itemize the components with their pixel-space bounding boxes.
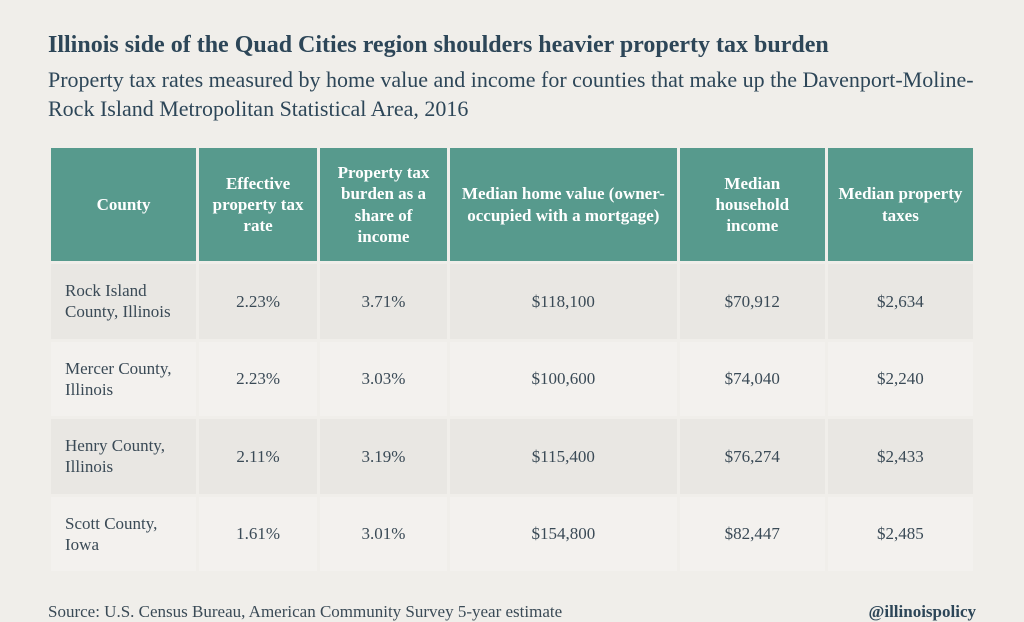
page-title: Illinois side of the Quad Cities region … xyxy=(48,30,976,60)
table-row: Mercer County, Illinois 2.23% 3.03% $100… xyxy=(51,342,973,417)
cell-taxes: $2,634 xyxy=(828,264,973,339)
cell-county: Mercer County, Illinois xyxy=(51,342,196,417)
cell-income: $76,274 xyxy=(680,419,825,494)
cell-burden: 3.19% xyxy=(320,419,447,494)
cell-county: Scott County, Iowa xyxy=(51,497,196,572)
col-burden: Property tax burden as a share of income xyxy=(320,148,447,261)
cell-county: Henry County, Illinois xyxy=(51,419,196,494)
cell-home-value: $100,600 xyxy=(450,342,677,417)
cell-taxes: $2,240 xyxy=(828,342,973,417)
cell-income: $82,447 xyxy=(680,497,825,572)
cell-burden: 3.01% xyxy=(320,497,447,572)
cell-home-value: $115,400 xyxy=(450,419,677,494)
table-row: Scott County, Iowa 1.61% 3.01% $154,800 … xyxy=(51,497,973,572)
table-header-row: County Effective property tax rate Prope… xyxy=(51,148,973,261)
cell-home-value: $154,800 xyxy=(450,497,677,572)
cell-income: $70,912 xyxy=(680,264,825,339)
cell-burden: 3.71% xyxy=(320,264,447,339)
attribution: @illinoispolicy xyxy=(869,602,976,622)
cell-burden: 3.03% xyxy=(320,342,447,417)
cell-rate: 2.23% xyxy=(199,264,317,339)
table-row: Henry County, Illinois 2.11% 3.19% $115,… xyxy=(51,419,973,494)
source-text: Source: U.S. Census Bureau, American Com… xyxy=(48,602,562,622)
col-county: County xyxy=(51,148,196,261)
cell-taxes: $2,485 xyxy=(828,497,973,572)
table-row: Rock Island County, Illinois 2.23% 3.71%… xyxy=(51,264,973,339)
col-home-value: Median home value (owner-occupied with a… xyxy=(450,148,677,261)
page-subtitle: Property tax rates measured by home valu… xyxy=(48,66,976,123)
cell-rate: 1.61% xyxy=(199,497,317,572)
cell-rate: 2.11% xyxy=(199,419,317,494)
cell-income: $74,040 xyxy=(680,342,825,417)
cell-rate: 2.23% xyxy=(199,342,317,417)
cell-home-value: $118,100 xyxy=(450,264,677,339)
tax-table: County Effective property tax rate Prope… xyxy=(48,145,976,574)
footer: Source: U.S. Census Bureau, American Com… xyxy=(48,602,976,622)
cell-county: Rock Island County, Illinois xyxy=(51,264,196,339)
col-income: Median household income xyxy=(680,148,825,261)
col-rate: Effective property tax rate xyxy=(199,148,317,261)
col-taxes: Median property taxes xyxy=(828,148,973,261)
cell-taxes: $2,433 xyxy=(828,419,973,494)
